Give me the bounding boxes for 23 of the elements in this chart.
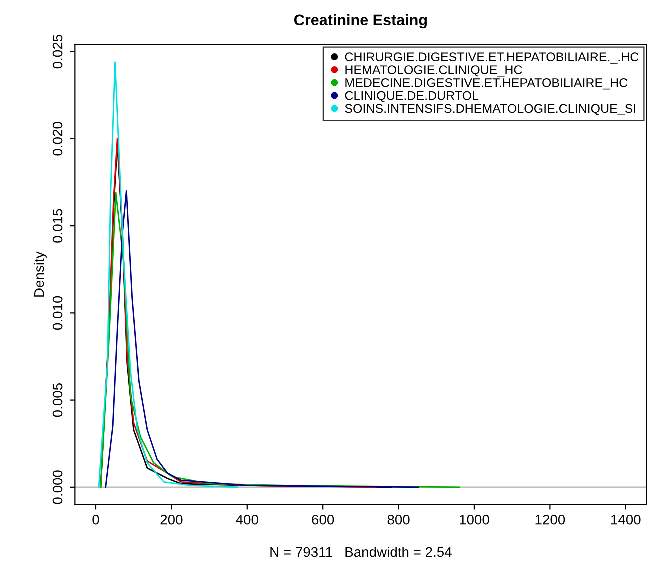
chart-title: Creatinine Estaing (294, 14, 427, 29)
x-axis-title: N = 79311 Bandwidth = 2.54 (270, 546, 452, 558)
y-tick-label: 0.000 (52, 470, 63, 504)
x-tick-label: 800 (388, 514, 410, 525)
y-tick-label: 0.010 (52, 296, 63, 330)
x-tick-label: 1200 (536, 514, 566, 525)
y-tick-label: 0.015 (52, 209, 63, 243)
line-series (98, 62, 239, 488)
x-tick-label: 1000 (460, 514, 490, 525)
x-tick-label: 600 (312, 514, 334, 525)
x-tick-label: 1400 (612, 514, 641, 525)
x-tick-label: 200 (160, 514, 183, 525)
x-tick-label: 400 (236, 514, 258, 525)
legend-label: CLINIQUE.DE.DURTOL (345, 91, 479, 102)
legend-label: HEMATOLOGIE.CLINIQUE_HC (346, 66, 522, 77)
x-tick-label: 0 (92, 514, 100, 525)
y-tick-label: 0.025 (52, 35, 63, 69)
y-tick-label: 0.005 (52, 384, 63, 418)
legend-label: CHIRURGIE.DIGESTIVE.ET.HEPATOBILIAIRE._.HC (345, 52, 639, 64)
legend-label: MEDECINE.DIGESTIVE.ET.HEPATOBILIAIRE_HC (346, 78, 628, 90)
legend-label: SOINS.INTENSIFS.DHEMATOLOGIE.CLINIQUE_SI (345, 104, 636, 116)
y-axis-title: Density (34, 252, 47, 297)
y-tick-label: 0.020 (52, 122, 63, 156)
